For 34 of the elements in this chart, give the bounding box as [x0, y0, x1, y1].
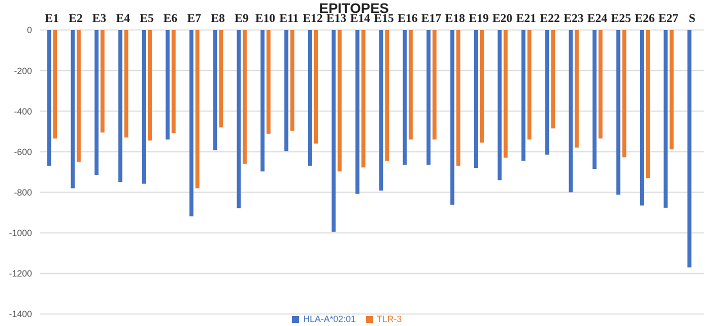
x-tick-label: E8: [210, 11, 225, 25]
x-tick-label: E21: [516, 11, 536, 25]
x-tick-label: E10: [255, 11, 276, 25]
y-tick-label: -400: [14, 106, 32, 116]
x-tick-label: E18: [444, 11, 466, 25]
x-tick-label: E26: [634, 11, 655, 25]
x-tick-label: E7: [187, 11, 202, 25]
legend-label: HLA-A*02:01: [303, 314, 356, 324]
x-tick-label: E20: [492, 11, 512, 25]
y-tick-label: -200: [14, 66, 32, 76]
x-tick-label: E19: [468, 11, 489, 25]
x-tick-label: E4: [116, 11, 130, 25]
x-tick-label: E22: [540, 11, 560, 25]
x-tick-label: E1: [44, 11, 59, 25]
legend-label: TLR-3: [376, 314, 402, 324]
x-tick-label: S: [688, 11, 696, 25]
y-tick-label: -1000: [8, 228, 32, 238]
x-tick-label: E9: [234, 11, 249, 25]
y-tick-label: -1400: [8, 309, 32, 320]
x-tick-label: E2: [68, 11, 83, 25]
x-tick-label: E25: [610, 11, 632, 25]
x-tick-label: E24: [587, 11, 608, 25]
x-tick-label: E17: [421, 11, 442, 25]
x-tick-label: E23: [564, 11, 584, 25]
x-tick-label: E11: [279, 11, 299, 25]
y-tick-label: 0: [26, 25, 32, 36]
x-tick-label: E27: [658, 11, 678, 25]
x-tick-label: E16: [398, 11, 418, 25]
y-tick-label: -600: [14, 146, 32, 157]
y-tick-label: -1200: [8, 268, 32, 279]
x-tick-label: E3: [92, 11, 106, 25]
x-tick-label: E5: [140, 11, 154, 25]
x-tick-label: E6: [163, 11, 178, 25]
y-tick-label: -800: [14, 187, 32, 198]
